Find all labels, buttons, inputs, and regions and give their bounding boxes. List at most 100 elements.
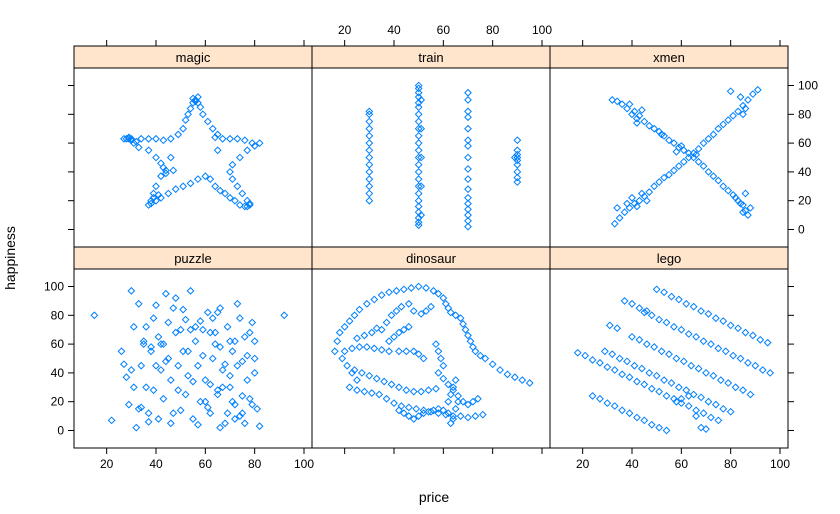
data-point-train bbox=[464, 165, 472, 173]
data-point-xmen bbox=[672, 147, 681, 156]
data-point-lego bbox=[763, 338, 772, 347]
data-point-lego bbox=[605, 321, 614, 330]
data-point-lego bbox=[702, 368, 710, 377]
data-point-dinosaur bbox=[409, 387, 418, 396]
data-point-train bbox=[417, 96, 426, 104]
data-point-magic bbox=[213, 146, 222, 155]
data-point-lego bbox=[655, 387, 664, 396]
data-point-dinosaur bbox=[434, 347, 443, 356]
data-point-magic bbox=[245, 199, 254, 208]
data-point-dinosaur bbox=[345, 317, 354, 325]
data-point-xmen bbox=[610, 219, 619, 228]
data-point-puzzle bbox=[216, 304, 225, 313]
data-point-puzzle bbox=[203, 308, 212, 317]
x-axis-title: price bbox=[419, 489, 450, 505]
data-point-puzzle bbox=[157, 366, 165, 374]
data-point-lego bbox=[714, 416, 723, 425]
data-point-puzzle bbox=[171, 294, 180, 302]
data-point-puzzle bbox=[226, 383, 234, 392]
data-point-puzzle bbox=[159, 340, 168, 349]
data-point-dinosaur bbox=[454, 392, 463, 400]
data-point-magic bbox=[226, 193, 234, 202]
data-point-magic bbox=[226, 167, 234, 176]
data-point-lego bbox=[734, 324, 742, 333]
data-point-dinosaur bbox=[446, 308, 455, 317]
data-point-xmen bbox=[642, 196, 651, 205]
y-tick-label-right: 20 bbox=[798, 194, 812, 208]
data-point-dinosaur bbox=[345, 383, 354, 392]
data-point-puzzle bbox=[189, 377, 197, 386]
data-point-xmen bbox=[635, 196, 644, 205]
data-point-train bbox=[365, 196, 374, 205]
data-point-dinosaur bbox=[439, 294, 448, 302]
data-point-puzzle bbox=[159, 394, 168, 403]
data-point-dinosaur bbox=[362, 343, 371, 351]
data-point-train bbox=[365, 175, 374, 184]
data-point-dinosaur bbox=[434, 404, 443, 413]
data-point-train bbox=[414, 139, 423, 148]
data-point-xmen bbox=[731, 193, 740, 202]
data-point-puzzle bbox=[233, 361, 242, 370]
data-point-dinosaur bbox=[395, 406, 403, 415]
x-tick-label-top: 40 bbox=[387, 23, 401, 37]
data-point-dinosaur bbox=[510, 373, 519, 382]
data-point-xmen bbox=[724, 116, 733, 124]
data-point-lego bbox=[640, 416, 649, 425]
data-point-lego bbox=[625, 409, 634, 418]
data-point-train bbox=[365, 189, 374, 198]
data-point-dinosaur bbox=[488, 360, 497, 369]
data-point-lego bbox=[650, 343, 659, 351]
data-point-puzzle bbox=[139, 337, 148, 346]
data-point-dinosaur bbox=[464, 331, 472, 340]
data-point-lego bbox=[633, 377, 641, 386]
data-point-dinosaur bbox=[380, 377, 389, 386]
data-point-dinosaur bbox=[387, 311, 396, 320]
data-point-lego bbox=[746, 390, 755, 399]
data-point-puzzle bbox=[149, 314, 158, 323]
data-point-puzzle bbox=[191, 322, 200, 331]
data-point-xmen bbox=[630, 107, 639, 116]
data-point-dinosaur bbox=[387, 380, 396, 389]
data-point-magic bbox=[238, 189, 247, 198]
data-point-puzzle bbox=[194, 361, 202, 370]
data-point-lego bbox=[596, 358, 604, 367]
data-point-puzzle bbox=[181, 315, 190, 324]
data-point-dinosaur bbox=[362, 299, 371, 308]
data-point-dinosaur bbox=[355, 305, 364, 314]
data-point-magic bbox=[228, 175, 237, 184]
data-point-xmen bbox=[694, 144, 703, 153]
data-point-train bbox=[417, 211, 426, 219]
data-point-puzzle bbox=[117, 347, 126, 356]
data-point-dinosaur bbox=[353, 376, 361, 385]
data-point-dinosaur bbox=[503, 370, 512, 379]
data-point-dinosaur bbox=[459, 320, 467, 328]
data-point-puzzle bbox=[179, 305, 188, 314]
data-point-lego bbox=[739, 386, 747, 395]
data-point-lego bbox=[667, 379, 676, 387]
data-point-xmen bbox=[741, 104, 750, 113]
data-point-dinosaur bbox=[370, 295, 379, 304]
data-point-lego bbox=[744, 358, 752, 367]
data-point-lego bbox=[652, 371, 661, 380]
data-point-puzzle bbox=[137, 361, 146, 370]
data-point-magic bbox=[255, 139, 264, 148]
data-point-dinosaur bbox=[414, 350, 423, 359]
data-point-lego bbox=[662, 392, 671, 400]
data-point-puzzle bbox=[144, 409, 153, 418]
data-point-magic bbox=[233, 182, 242, 191]
data-point-dinosaur bbox=[395, 328, 403, 337]
data-point-xmen bbox=[729, 111, 738, 120]
data-point-magic bbox=[211, 133, 220, 142]
data-point-magic bbox=[194, 175, 202, 184]
data-point-puzzle bbox=[176, 406, 185, 415]
data-point-dinosaur bbox=[424, 386, 433, 395]
data-point-dinosaur bbox=[353, 386, 361, 395]
data-point-magic bbox=[198, 110, 207, 119]
data-point-train bbox=[417, 182, 426, 191]
data-point-xmen bbox=[625, 100, 634, 109]
data-point-train bbox=[510, 153, 519, 162]
y-tick-label-left: 100 bbox=[44, 280, 64, 294]
data-point-lego bbox=[704, 397, 713, 406]
data-point-puzzle bbox=[245, 394, 254, 403]
data-point-train bbox=[414, 214, 423, 222]
